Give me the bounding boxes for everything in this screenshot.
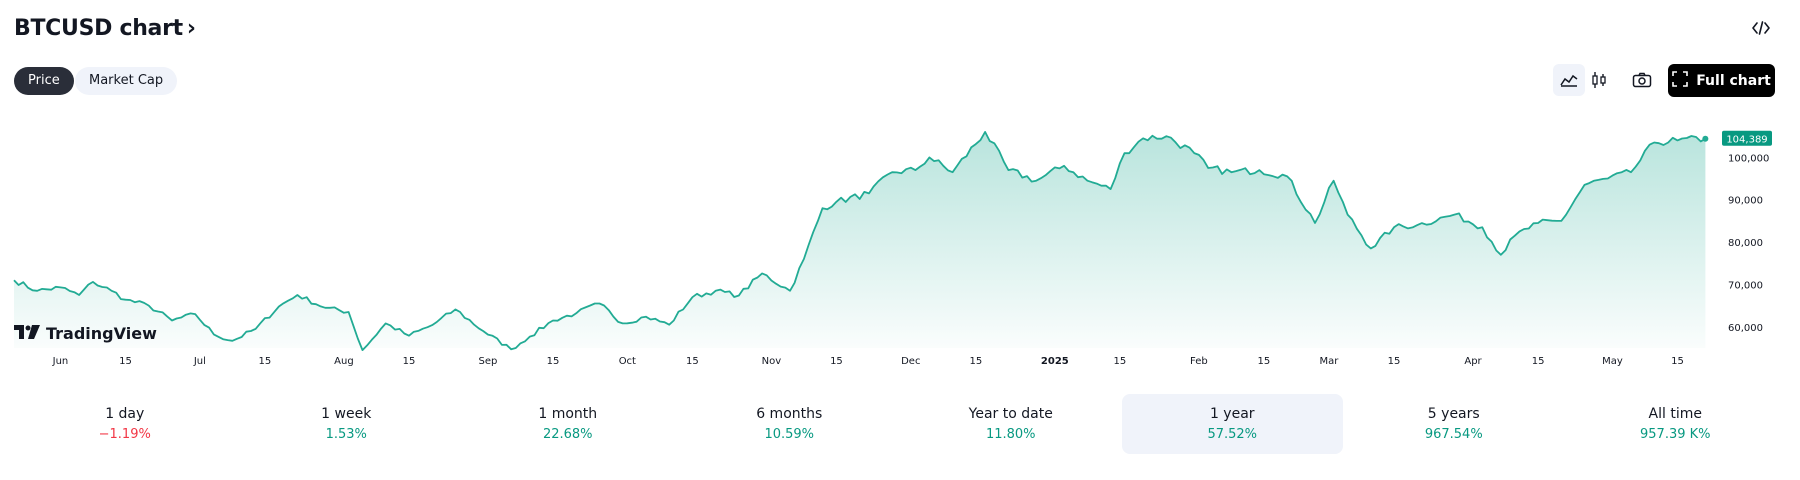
price-line <box>13 131 1706 351</box>
x-tick-label: Sep <box>479 356 498 367</box>
stat-value: 22.68% <box>542 427 593 442</box>
x-tick-label: 15 <box>1671 356 1684 367</box>
x-tick-label: May <box>1602 356 1623 367</box>
stat-1-month[interactable]: 1 month 22.68% <box>457 394 679 454</box>
x-tick-label: Jul <box>193 356 206 367</box>
stat-value: 57.52% <box>1207 427 1258 442</box>
x-tick-label: Aug <box>334 356 354 367</box>
y-tick-label: 80,000 <box>1728 238 1763 249</box>
tab-price[interactable]: Price <box>14 67 74 95</box>
current-price-tag <box>1722 130 1772 146</box>
stat-label: 5 years <box>1427 406 1480 422</box>
stat-label: Year to date <box>968 406 1053 422</box>
area-chart-icon[interactable] <box>1553 64 1585 96</box>
title-text: BTCUSD chart <box>14 16 183 41</box>
stat-label: 1 year <box>1209 406 1255 422</box>
stat-all-time[interactable]: All time 957.39 K% <box>1565 394 1787 454</box>
stat-value: 10.59% <box>764 427 815 442</box>
stat-5-years[interactable]: 5 years 967.54% <box>1343 394 1565 454</box>
x-tick-label: 15 <box>686 356 699 367</box>
fullscreen-icon <box>1672 70 1688 91</box>
stat-label: 1 day <box>105 406 145 422</box>
y-tick-label: 90,000 <box>1728 196 1763 207</box>
stat-1-week[interactable]: 1 week 1.53% <box>236 394 458 454</box>
y-tick-label: 100,000 <box>1728 153 1769 164</box>
camera-icon[interactable] <box>1626 64 1658 96</box>
candlestick-icon[interactable] <box>1583 64 1615 96</box>
x-tick-label: 15 <box>547 356 560 367</box>
stat-value: 967.54% <box>1424 427 1483 442</box>
stat-value: 1.53% <box>325 427 367 442</box>
stat-value: 11.80% <box>985 427 1036 442</box>
stat-1-day[interactable]: 1 day −1.19% <box>14 394 236 454</box>
page-title[interactable]: BTCUSD chart › <box>14 16 196 41</box>
x-tick-label: 15 <box>830 356 843 367</box>
x-tick-label: Dec <box>901 356 920 367</box>
x-tick-label: 15 <box>1114 356 1127 367</box>
x-tick-label: 15 <box>969 356 982 367</box>
stat-value: −1.19% <box>98 427 151 442</box>
x-tick-label: Nov <box>762 356 782 367</box>
code-icon[interactable] <box>1752 20 1770 40</box>
stat-label: All time <box>1648 406 1702 422</box>
stat-label: 1 week <box>321 406 372 422</box>
x-tick-label: 15 <box>259 356 272 367</box>
x-tick-label: 15 <box>119 356 132 367</box>
tradingview-logo-icon <box>14 324 40 343</box>
current-price-label: 104,389 <box>1726 134 1767 145</box>
x-tick-label: 15 <box>403 356 416 367</box>
x-tick-label: 15 <box>1532 356 1545 367</box>
x-tick-label: Jun <box>52 356 69 367</box>
x-tick-label: Mar <box>1320 356 1340 367</box>
stat-label: 6 months <box>756 406 823 422</box>
stat-value: 957.39 K% <box>1640 427 1711 442</box>
stat-year-to-date[interactable]: Year to date 11.80% <box>900 394 1122 454</box>
full-chart-button[interactable]: Full chart <box>1668 64 1775 97</box>
price-area-fill <box>14 131 1706 351</box>
x-tick-label: 2025 <box>1041 356 1069 367</box>
x-tick-label: 15 <box>1388 356 1401 367</box>
x-tick-label: 15 <box>1258 356 1271 367</box>
tradingview-logo-text: TradingView <box>46 324 157 343</box>
stat-label: 1 month <box>538 406 598 422</box>
x-tick-label: Oct <box>619 356 636 367</box>
full-chart-label: Full chart <box>1696 72 1771 89</box>
x-tick-label: Feb <box>1190 356 1208 367</box>
performance-stats: 1 day −1.19% 1 week 1.53% 1 month 22.68% 6 … <box>14 394 1786 454</box>
last-price-dot <box>1702 135 1709 142</box>
x-tick-label: Apr <box>1464 356 1482 367</box>
stat-6-months[interactable]: 6 months 10.59% <box>679 394 901 454</box>
y-tick-label: 70,000 <box>1728 280 1763 291</box>
stat-1-year[interactable]: 1 year 57.52% <box>1121 394 1343 454</box>
tab-market-cap[interactable]: Market Cap <box>75 67 178 95</box>
y-tick-label: 60,000 <box>1728 323 1763 334</box>
price-chart[interactable]: 60,000 70,000 80,000 90,000 100,000 104,389 J… <box>0 108 1800 378</box>
tradingview-logo[interactable]: TradingView <box>14 324 157 343</box>
chevron-right-icon: › <box>186 16 196 41</box>
